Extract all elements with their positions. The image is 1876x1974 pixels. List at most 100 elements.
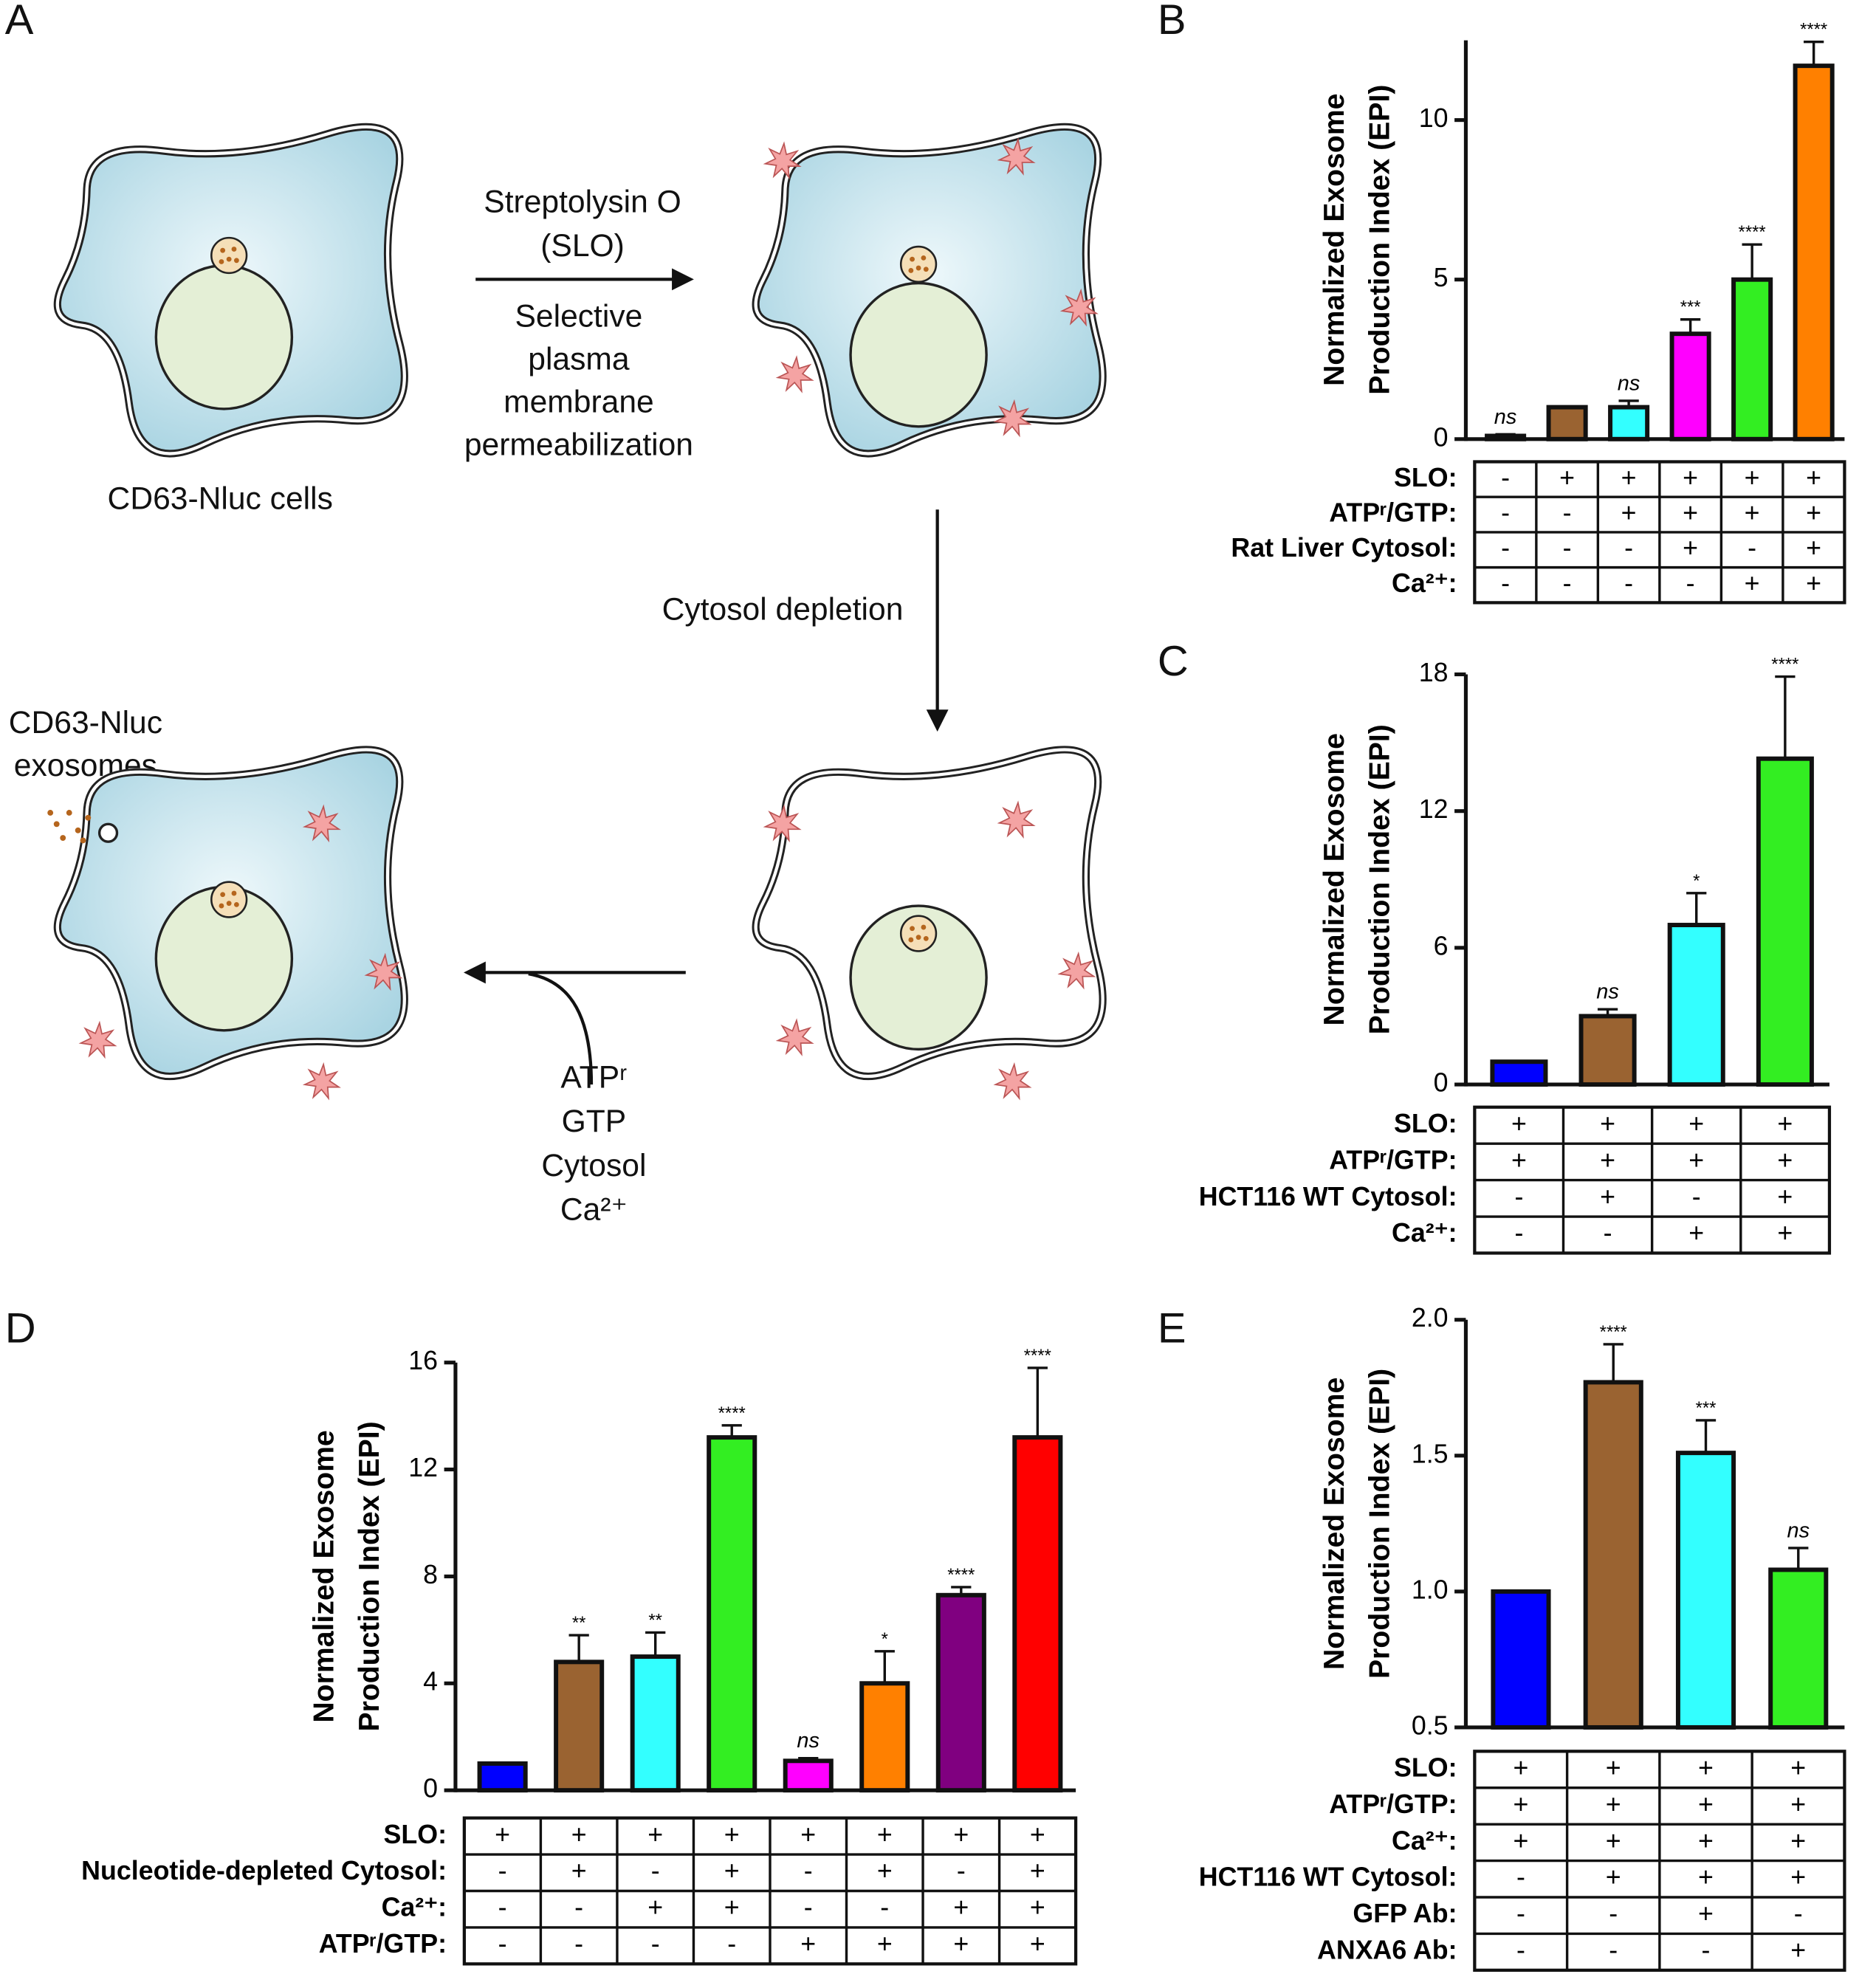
exosome: [226, 901, 232, 907]
pore: [775, 355, 814, 393]
significance: **: [572, 1613, 586, 1633]
condition-value: +: [1606, 1789, 1621, 1819]
y-tick-label: 1.5: [1412, 1439, 1449, 1468]
condition-value: +: [1698, 1899, 1714, 1928]
condition-value: +: [1806, 463, 1821, 492]
bar: [1012, 1435, 1063, 1793]
y-tick-label: 8: [423, 1560, 438, 1589]
condition-value: +: [1600, 1109, 1615, 1138]
chart: D Normalized Exosome Production Index (EPI…: [5, 1304, 1078, 1966]
pore: [364, 952, 403, 991]
y-tick-label: 18: [1419, 658, 1449, 687]
cell-membrane-inner: [754, 125, 1104, 455]
condition-value: +: [953, 1820, 969, 1849]
condition-value: +: [1030, 1929, 1045, 1958]
condition-value: +: [1698, 1826, 1714, 1855]
condition-value: +: [1683, 463, 1698, 492]
vesicle: [210, 881, 248, 918]
exosome: [231, 890, 237, 896]
pore: [302, 804, 341, 843]
panel-label: E: [1158, 1304, 1186, 1352]
diagram-text: plasma: [528, 341, 630, 376]
y-axis-label: Normalized Exosome: [1319, 733, 1350, 1025]
diagram-text: Ca²⁺: [560, 1191, 628, 1227]
diagram: A Streptolysin O (SLO) Selective plasma …: [5, 0, 1107, 1227]
condition-label: ATPʳ/GTP:: [1329, 1789, 1457, 1819]
condition-value: +: [1606, 1753, 1621, 1782]
diagram-text: permeabilization: [464, 427, 693, 462]
condition-value: +: [1777, 1218, 1793, 1248]
significance: ns: [1618, 371, 1640, 395]
diagram-text: Streptolysin O: [484, 184, 681, 219]
condition-label: Nucleotide-depleted Cytosol:: [81, 1856, 447, 1885]
condition-value: +: [1790, 1936, 1806, 1965]
exosome: [231, 247, 237, 252]
cell-membrane-inner: [55, 748, 406, 1079]
condition-value: +: [1688, 1145, 1704, 1175]
condition-value: +: [724, 1893, 740, 1922]
y-axis-label: Normalized Exosome: [1319, 94, 1350, 386]
condition-value: +: [571, 1820, 587, 1849]
condition-label: SLO:: [1394, 1753, 1457, 1782]
bar: [630, 1654, 681, 1793]
condition-value: +: [877, 1856, 893, 1885]
diagram-text: (SLO): [540, 228, 625, 264]
condition-value: -: [574, 1893, 583, 1922]
condition-value: +: [877, 1820, 893, 1849]
significance: *: [882, 1629, 888, 1649]
condition-value: +: [1513, 1753, 1529, 1782]
cell-membrane-inner: [754, 748, 1104, 1079]
vesicle: [899, 915, 938, 952]
y-tick-label: 6: [1434, 931, 1449, 960]
exosome: [910, 256, 915, 262]
condition-value: -: [1624, 533, 1633, 563]
chart: C Normalized Exosome Production Index (EPI…: [1158, 638, 1832, 1255]
exosome: [219, 903, 224, 909]
condition-value: +: [1790, 1863, 1806, 1892]
y-tick-label: 16: [408, 1346, 438, 1375]
condition-value: +: [1698, 1753, 1714, 1782]
nucleus: [849, 281, 988, 428]
condition-value: +: [1745, 498, 1760, 528]
chart: E Normalized Exosome Production Index (EPI…: [1158, 1303, 1846, 1972]
budding-exosome: [97, 822, 119, 843]
vesicle: [210, 236, 248, 275]
condition-value: +: [1030, 1856, 1045, 1885]
pore: [775, 1018, 814, 1056]
significance: ***: [1680, 298, 1701, 317]
pore: [993, 1062, 1032, 1101]
condition-value: +: [647, 1820, 663, 1849]
released-exosome: [53, 821, 60, 828]
exosome: [908, 937, 914, 943]
released-exosome: [47, 810, 54, 816]
bar: [783, 1758, 834, 1793]
condition-label: Ca²⁺:: [1392, 568, 1457, 598]
panel-label: C: [1158, 638, 1189, 685]
exosome: [219, 259, 224, 264]
y-tick-label: 5: [1434, 263, 1449, 292]
y-axis-label: Production Index (EPI): [1364, 724, 1396, 1034]
released-exosome: [60, 835, 66, 841]
condition-value: +: [1600, 1145, 1615, 1175]
condition-value: +: [953, 1893, 969, 1922]
exosome: [233, 258, 239, 264]
condition-value: -: [1686, 568, 1695, 598]
condition-value: +: [877, 1929, 893, 1958]
exosome: [908, 268, 914, 273]
significance: ****: [1024, 1346, 1051, 1366]
condition-value: +: [1777, 1182, 1793, 1211]
condition-label: ANXA6 Ab:: [1317, 1936, 1457, 1965]
bar: [1731, 277, 1773, 441]
pore: [78, 1020, 117, 1059]
pore: [993, 399, 1032, 438]
condition-value: +: [1777, 1109, 1793, 1138]
condition-value: +: [1621, 463, 1637, 492]
condition-value: +: [1600, 1182, 1615, 1211]
condition-value: +: [724, 1820, 740, 1849]
diagram-text: ATPʳ: [560, 1060, 627, 1096]
y-tick-label: 0: [1434, 422, 1449, 452]
condition-value: +: [953, 1929, 969, 1958]
condition-value: -: [1516, 1863, 1525, 1892]
condition-label: Ca²⁺:: [1392, 1218, 1457, 1248]
